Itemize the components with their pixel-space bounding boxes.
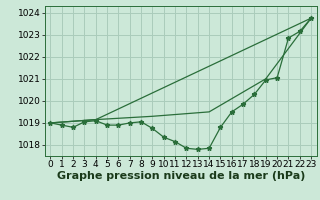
X-axis label: Graphe pression niveau de la mer (hPa): Graphe pression niveau de la mer (hPa) xyxy=(57,171,305,181)
